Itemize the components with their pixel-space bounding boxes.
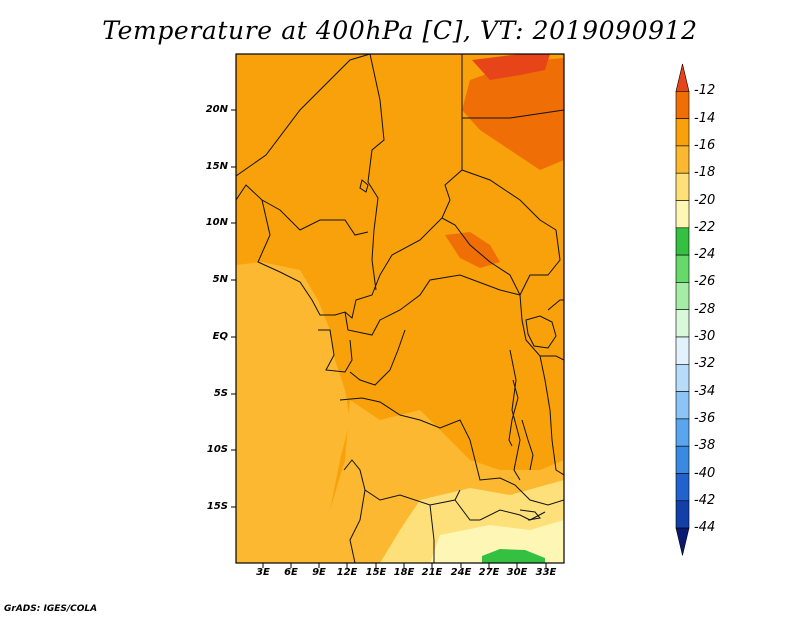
colorbar xyxy=(675,63,690,556)
lon-label-9e: 9E xyxy=(312,567,326,578)
colorbar-segment xyxy=(675,527,690,556)
grads-credit: GrADS: IGES/COLA xyxy=(4,604,98,614)
lat-label-15n: 15N xyxy=(205,161,228,172)
lat-label-5s: 5S xyxy=(213,388,228,399)
lat-label-10n: 10N xyxy=(205,217,228,228)
lon-label-12e: 12E xyxy=(336,567,358,578)
colorbar-segment xyxy=(675,336,690,365)
colorbar-segment xyxy=(675,145,690,174)
lat-label-15s: 15S xyxy=(206,501,228,512)
colorbar-segment xyxy=(675,500,690,529)
colorbar-label: -26 xyxy=(694,274,716,290)
country-borders xyxy=(236,54,564,563)
chart-title: Temperature at 400hPa [C], VT: 201909091… xyxy=(102,16,698,45)
lon-label-30e: 30E xyxy=(506,567,528,578)
colorbar-label: -16 xyxy=(694,137,716,153)
colorbar-segment xyxy=(675,254,690,283)
colorbar-label: -14 xyxy=(694,110,716,126)
lat-label-10s: 10S xyxy=(206,444,228,455)
field-band-24 xyxy=(482,549,545,563)
lon-label-24e: 24E xyxy=(450,567,472,578)
lon-label-15e: 15E xyxy=(365,567,387,578)
colorbar-label: -30 xyxy=(694,329,716,344)
colorbar-label: -22 xyxy=(694,219,716,235)
lat-ticks xyxy=(231,109,236,508)
colorbar-segment xyxy=(675,445,690,474)
colorbar-label: -18 xyxy=(694,165,716,181)
colorbar-segment xyxy=(675,282,690,310)
colorbar-segment xyxy=(675,309,690,338)
lon-label-3e: 3E xyxy=(256,567,270,578)
field-band-14-northeast xyxy=(462,58,564,170)
colorbar-label: -42 xyxy=(694,492,716,508)
colorbar-label: -36 xyxy=(694,410,716,426)
lon-label-6e: 6E xyxy=(284,567,298,578)
colorbar-segment xyxy=(675,200,690,229)
lon-ticks xyxy=(262,563,547,568)
colorbar-segment xyxy=(675,91,690,119)
lakes xyxy=(359,179,557,521)
lon-label-33e: 33E xyxy=(535,567,557,578)
colorbar-segment xyxy=(675,227,690,256)
field-band-18-west xyxy=(236,262,350,520)
colorbar-label: -40 xyxy=(694,465,716,481)
lat-label-5n: 5N xyxy=(212,274,228,285)
lon-label-21e: 21E xyxy=(421,567,443,578)
field-band-12-northeast xyxy=(472,54,550,80)
lon-label-27e: 27E xyxy=(478,567,500,578)
colorbar-label: -32 xyxy=(694,356,716,372)
colorbar-label: -24 xyxy=(694,247,716,263)
colorbar-segment xyxy=(675,418,690,447)
lon-label-18e: 18E xyxy=(393,567,415,578)
colorbar-label: -12 xyxy=(694,83,716,99)
colorbar-label: -44 xyxy=(694,520,716,536)
temperature-field xyxy=(236,54,564,563)
map-frame xyxy=(235,53,565,564)
lat-label-20n: 20N xyxy=(205,104,228,115)
colorbar-segment xyxy=(675,363,690,392)
colorbar-label: -38 xyxy=(694,438,716,454)
colorbar-label: -28 xyxy=(694,301,716,317)
colorbar-segment xyxy=(675,63,690,92)
lat-label-eq: EQ xyxy=(212,331,228,342)
colorbar-segment xyxy=(675,172,690,201)
colorbar-segment xyxy=(675,473,690,502)
colorbar-label: -34 xyxy=(694,383,716,399)
colorbar-segment xyxy=(675,391,690,420)
colorbar-label: -20 xyxy=(694,192,716,208)
colorbar-segment xyxy=(675,118,690,147)
